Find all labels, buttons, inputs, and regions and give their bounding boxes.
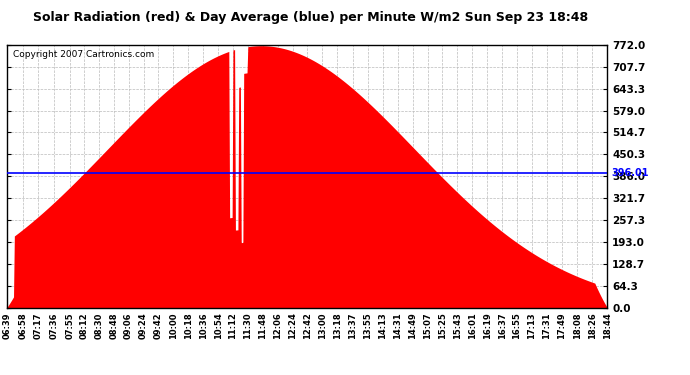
Text: Copyright 2007 Cartronics.com: Copyright 2007 Cartronics.com	[13, 50, 154, 59]
Text: Solar Radiation (red) & Day Average (blue) per Minute W/m2 Sun Sep 23 18:48: Solar Radiation (red) & Day Average (blu…	[33, 11, 588, 24]
Text: 396.01: 396.01	[611, 168, 649, 178]
